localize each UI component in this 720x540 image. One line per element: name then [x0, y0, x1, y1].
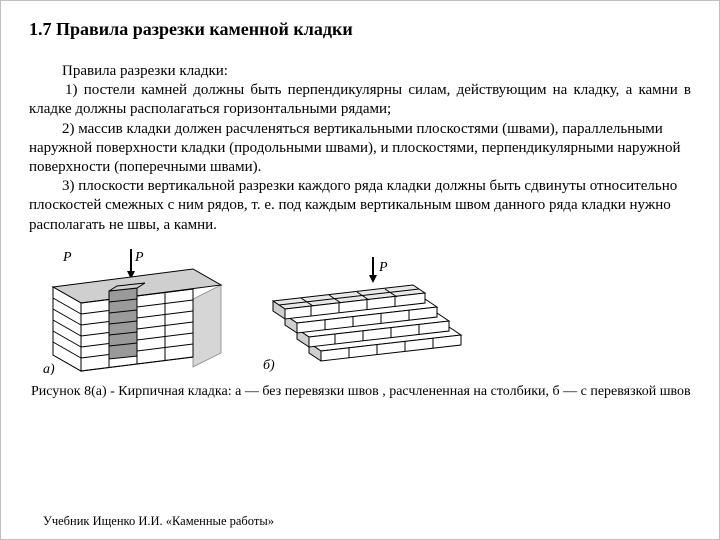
rule-3: 3) плоскости вертикальной разрезки каждо… [29, 177, 691, 235]
page: 1.7 Правила разрезки каменной кладки Пра… [0, 0, 720, 540]
figure-b: P [261, 255, 471, 375]
force-label-a: P [62, 250, 72, 265]
force-label-b: P [378, 260, 388, 275]
figure-row: P P [35, 245, 691, 375]
section-title: 1.7 Правила разрезки каменной кладки [29, 19, 691, 40]
force-label-a2: P [134, 250, 144, 265]
rule-1: 1) постели камней должны быть перпендику… [29, 81, 691, 119]
body-text: Правила разрезки кладки: 1) постели камн… [29, 62, 691, 235]
intro-line: Правила разрезки кладки: [29, 62, 691, 81]
figure-b-label: б) [263, 358, 275, 373]
figure-a: P P [35, 245, 225, 375]
footnote: Учебник Ищенко И.И. «Каменные работы» [43, 514, 274, 529]
figure-caption: Рисунок 8(а) - Кирпичная кладка: а — без… [31, 383, 691, 401]
figure-a-label: а) [43, 362, 55, 375]
rule-2: 2) массив кладки должен расчленяться вер… [29, 120, 691, 178]
